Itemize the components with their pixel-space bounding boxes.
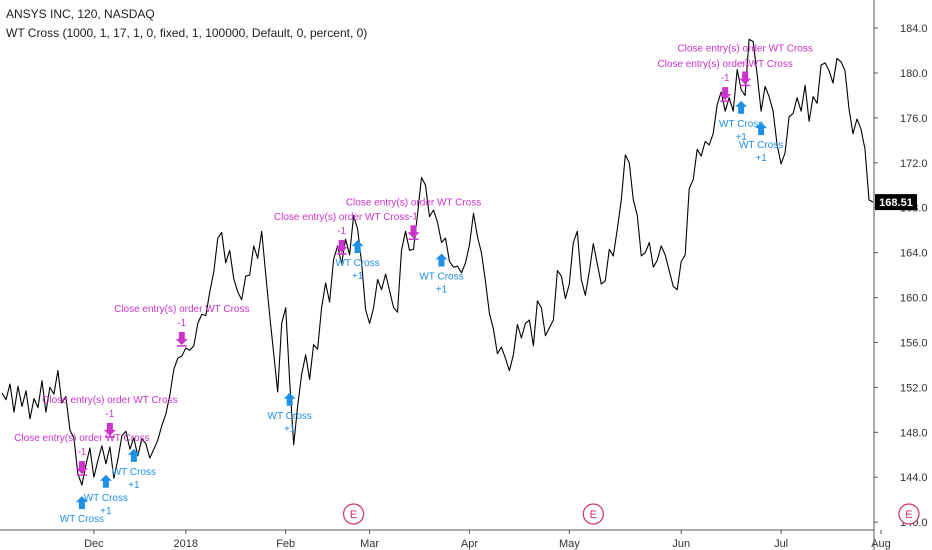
earnings-marker: E xyxy=(582,503,604,525)
buy-label: WT Cross xyxy=(719,119,763,130)
buy-arrow-icon xyxy=(99,474,112,488)
sell-label: Close entry(s) order WT Cross xyxy=(274,212,409,223)
earnings-label: E xyxy=(905,509,912,521)
last-price-marker: 168.51 xyxy=(873,194,917,211)
sell-signal: -1 Close entry(s) order WT Cross xyxy=(42,395,178,438)
sell-signal: -1 Close entry(s) order WT Cross xyxy=(677,43,813,87)
buy-signal: WT Cross +1 xyxy=(84,474,128,517)
sell-qty: -1 xyxy=(77,447,86,458)
buy-qty: +1 xyxy=(352,271,364,282)
sell-signal: -1 Close entry(s) order WT Cross xyxy=(274,212,409,255)
buy-label: WT Cross xyxy=(268,411,312,422)
sell-qty: -1 xyxy=(337,226,346,237)
buy-qty: +1 xyxy=(100,506,112,517)
buy-qty: +1 xyxy=(128,480,140,491)
y-tick-label: 148.0 xyxy=(900,427,928,439)
sell-arrow-icon xyxy=(719,87,732,101)
study-legend[interactable]: WT Cross (1000, 1, 17, 1, 0, fixed, 1, 1… xyxy=(6,26,368,40)
sell-arrow-icon xyxy=(103,422,116,436)
sell-label: Close entry(s) order WT Cross xyxy=(677,43,812,54)
x-tick-label: Aug xyxy=(871,538,891,550)
buy-signal: WT Cross +1 xyxy=(112,448,156,491)
sell-label: Close entry(s) order WT Cross xyxy=(346,197,481,208)
buy-qty: +1 xyxy=(436,285,448,296)
buy-qty: +1 xyxy=(735,132,747,143)
sell-label: Close entry(s) order WT Cross xyxy=(14,433,149,444)
x-tick-label: Mar xyxy=(360,538,379,550)
buy-qty: +1 xyxy=(284,424,296,435)
buy-arrow-icon xyxy=(283,392,296,406)
y-tick-label: 164.0 xyxy=(900,248,928,260)
buy-arrow-icon xyxy=(351,240,364,254)
buy-signal: WT Cross +1 xyxy=(719,100,763,143)
earnings-marker: E xyxy=(898,503,920,525)
y-tick-label: 176.0 xyxy=(900,113,928,125)
buy-signal: WT Cross +1 xyxy=(739,122,783,164)
x-tick-label: Feb xyxy=(276,538,295,550)
x-tick-label: Dec xyxy=(84,538,104,550)
earnings-circle xyxy=(898,503,920,525)
earnings-circle xyxy=(582,503,604,525)
y-tick-label: 184.0 xyxy=(900,23,928,35)
x-tick-label: Jun xyxy=(672,538,690,550)
sell-signal: -1 Close entry(s) order WT Cross xyxy=(14,433,150,476)
price-line xyxy=(1,38,874,486)
sell-signal: -1 Close entry(s) order WT Cross xyxy=(114,304,249,347)
earnings-marker: E xyxy=(342,503,365,525)
y-tick-label: 172.0 xyxy=(900,158,928,170)
last-price-badge xyxy=(875,194,917,211)
y-tick-label: 180.0 xyxy=(900,68,928,80)
buy-label: WT Cross xyxy=(739,140,783,151)
buy-signal: WT Cross +1 xyxy=(268,392,312,435)
buy-signal: WT Cross +1 xyxy=(419,253,464,296)
y-tick-label: 160.0 xyxy=(900,293,928,305)
buy-qty: +1 xyxy=(755,153,767,164)
sell-arrow-icon xyxy=(335,239,348,253)
buy-arrow-icon xyxy=(435,253,448,267)
x-tick-label: Jul xyxy=(774,538,788,550)
buy-label: WT Cross xyxy=(84,493,128,504)
sell-label: Close entry(s) order WT Cross xyxy=(657,59,792,70)
earnings-label: E xyxy=(350,509,357,521)
symbol-title: ANSYS INC, 120, NASDAQ xyxy=(6,7,155,21)
buy-label: WT Cross xyxy=(419,272,463,283)
buy-signal: WT Cross +1 xyxy=(335,240,380,282)
buy-arrow-icon xyxy=(127,448,140,462)
buy-label: WT Cross xyxy=(112,467,156,478)
x-tick-label: May xyxy=(559,538,580,550)
y-tick-label: 156.0 xyxy=(900,337,928,349)
buy-signal: WT Cross xyxy=(60,496,104,525)
last-price-value: 168.51 xyxy=(879,197,913,209)
buy-arrow-icon xyxy=(75,496,88,510)
y-tick-label: 152.0 xyxy=(900,382,928,394)
sell-signal: -1 Close entry(s) order WT Cross xyxy=(346,197,481,241)
buy-label: WT Cross xyxy=(60,514,104,525)
sell-qty: -1 xyxy=(177,318,186,329)
earnings-circle xyxy=(342,503,365,525)
sell-qty: -1 xyxy=(105,409,114,420)
buy-arrow-icon xyxy=(735,100,748,114)
x-tick-label: 2018 xyxy=(174,538,198,550)
sell-arrow-icon xyxy=(739,71,752,85)
earnings-label: E xyxy=(590,509,597,521)
buy-arrow-icon xyxy=(755,122,768,136)
sell-label: Close entry(s) order WT Cross xyxy=(42,395,177,406)
sell-arrow-icon xyxy=(75,461,88,475)
price-series xyxy=(1,38,874,486)
sell-arrow-icon xyxy=(407,225,420,239)
sell-label: Close entry(s) order WT Cross xyxy=(114,304,249,315)
chart-header: ANSYS INC, 120, NASDAQ WT Cross (1000, 1… xyxy=(6,6,367,41)
buy-label: WT Cross xyxy=(335,258,379,269)
sell-arrow-icon xyxy=(175,331,188,345)
y-tick-label: 144.0 xyxy=(900,472,928,484)
sell-qty: -1 xyxy=(741,57,750,68)
sell-qty: -1 xyxy=(409,211,418,222)
sell-qty: -1 xyxy=(721,73,730,84)
x-tick-label: Apr xyxy=(461,538,478,550)
